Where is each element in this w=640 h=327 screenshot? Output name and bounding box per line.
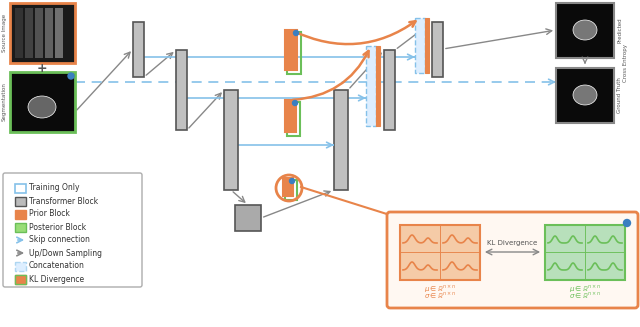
Bar [545, 225, 585, 252]
Text: Predicted: Predicted [617, 17, 622, 43]
Text: KL Divergence: KL Divergence [487, 240, 537, 246]
Text: $\mu \in \mathbb{R}^{n\times n}$: $\mu \in \mathbb{R}^{n\times n}$ [569, 284, 601, 295]
Bar [224, 90, 238, 190]
Bar [545, 252, 585, 279]
Bar [440, 252, 480, 279]
Bar [25, 8, 33, 58]
Text: $\sigma \in \mathbb{R}^{n\times n}$: $\sigma \in \mathbb{R}^{n\times n}$ [569, 291, 601, 301]
Bar [15, 8, 23, 58]
Bar [15, 210, 26, 219]
Text: $\mu \in \mathbb{R}^{n\times n}$: $\mu \in \mathbb{R}^{n\times n}$ [424, 284, 456, 295]
Bar [585, 252, 625, 279]
Bar [15, 275, 26, 284]
Bar [45, 8, 53, 58]
Bar [334, 90, 348, 190]
Text: +: + [36, 62, 47, 76]
Text: Source Image: Source Image [2, 14, 7, 52]
Bar [556, 68, 614, 123]
Ellipse shape [573, 85, 597, 105]
Bar [10, 3, 75, 63]
Bar [235, 205, 261, 231]
Text: Training Only: Training Only [29, 183, 79, 193]
Bar [400, 252, 440, 279]
Bar [15, 262, 26, 271]
Bar [35, 8, 43, 58]
Bar [15, 275, 26, 284]
Bar [415, 18, 425, 73]
Circle shape [294, 30, 298, 36]
Bar [585, 225, 625, 252]
Bar [15, 223, 26, 232]
Bar [10, 72, 75, 132]
Bar [176, 50, 187, 130]
Bar [400, 225, 480, 280]
Ellipse shape [573, 20, 597, 40]
Bar [366, 46, 376, 126]
Bar [440, 225, 480, 252]
Circle shape [289, 179, 294, 183]
Text: Prior Block: Prior Block [29, 210, 70, 218]
Text: Concatenation: Concatenation [29, 262, 85, 270]
Bar [400, 225, 440, 252]
Bar [285, 100, 296, 132]
Bar [285, 30, 297, 70]
Bar [285, 180, 297, 200]
Bar [133, 22, 144, 77]
Bar [432, 22, 443, 77]
Circle shape [68, 73, 74, 79]
Bar [384, 50, 395, 130]
Circle shape [623, 219, 630, 227]
Bar [425, 18, 429, 73]
FancyBboxPatch shape [387, 212, 638, 308]
Text: Posterior Block: Posterior Block [29, 222, 86, 232]
Text: $\sigma \in \mathbb{R}^{n\times n}$: $\sigma \in \mathbb{R}^{n\times n}$ [424, 291, 456, 301]
Text: Up/Down Sampling: Up/Down Sampling [29, 249, 102, 257]
Text: Ground Truth: Ground Truth [617, 77, 622, 113]
Text: Segmentation: Segmentation [2, 82, 7, 121]
Text: Transformer Block: Transformer Block [29, 197, 98, 205]
Text: KL Divergence: KL Divergence [29, 274, 84, 284]
Bar [15, 184, 26, 193]
Bar [283, 178, 293, 196]
Bar [15, 197, 26, 206]
Text: Cross Entropy: Cross Entropy [623, 44, 628, 82]
Ellipse shape [28, 96, 56, 118]
Circle shape [292, 100, 298, 106]
Bar [287, 102, 300, 136]
Bar [556, 3, 614, 58]
Text: Skip connection: Skip connection [29, 235, 90, 245]
Bar [545, 225, 625, 280]
Bar [287, 32, 301, 74]
Bar [376, 46, 380, 126]
Bar [55, 8, 63, 58]
FancyBboxPatch shape [3, 173, 142, 287]
